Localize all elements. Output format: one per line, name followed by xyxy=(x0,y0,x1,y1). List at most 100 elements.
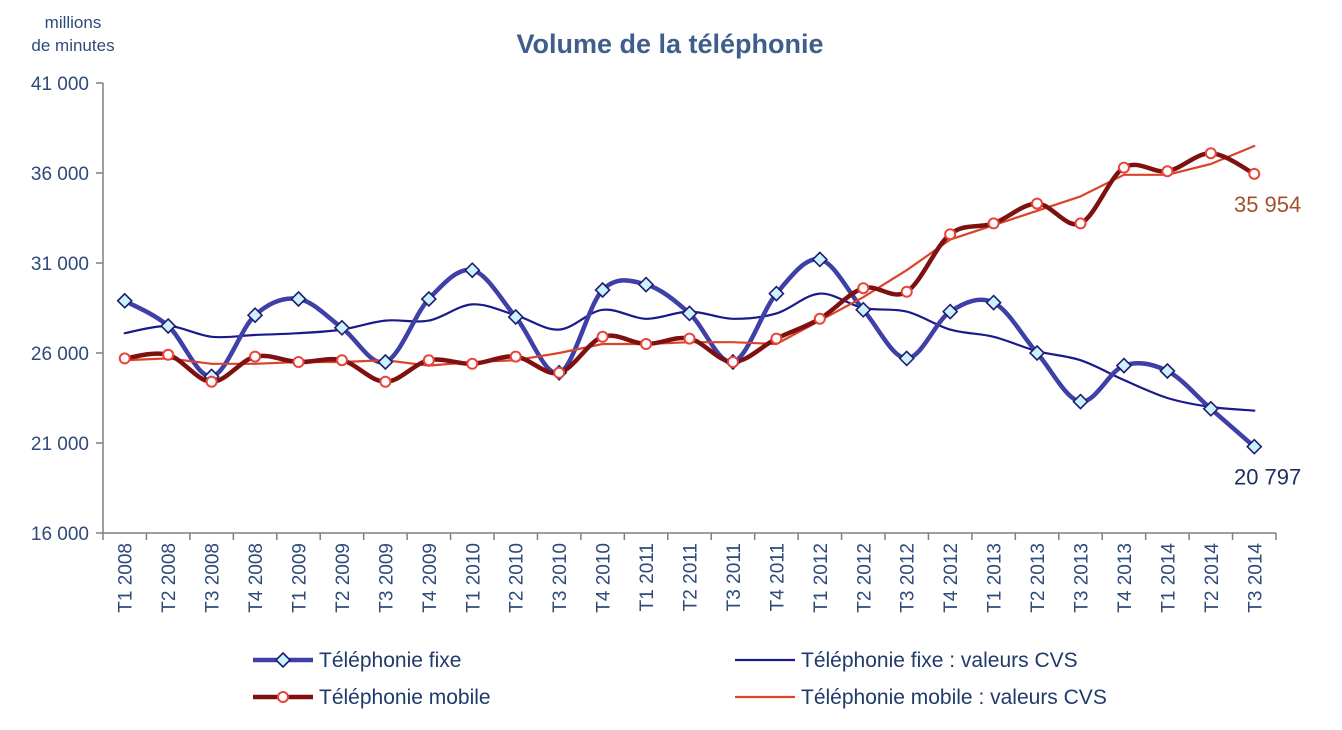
data-point-fixe xyxy=(333,319,351,336)
data-point-mobile xyxy=(813,312,826,325)
data-point-mobile xyxy=(640,338,653,350)
y-tick-label: 16 000 xyxy=(31,524,89,545)
x-tick-label: T3 2013 xyxy=(1072,543,1093,613)
x-tick-label: T1 2009 xyxy=(290,543,311,613)
data-point-mobile xyxy=(379,375,392,388)
x-tick-label: T2 2009 xyxy=(333,543,354,613)
x-tick-label: T3 2008 xyxy=(203,543,224,613)
data-point-mobile xyxy=(1204,147,1217,160)
data-point-mobile xyxy=(1031,197,1044,210)
x-tick-label: T3 2009 xyxy=(376,543,397,613)
data-point-fixe xyxy=(1246,438,1263,455)
data-point-fixe xyxy=(420,290,437,308)
x-tick-label: T1 2010 xyxy=(463,543,484,613)
data-point-fixe xyxy=(898,350,915,367)
legend-item-telephonie-mobile-valeurs-cvs: Téléphonie mobile : valeurs CVS xyxy=(735,686,1107,709)
data-point-mobile xyxy=(205,375,218,388)
data-point-fixe xyxy=(985,294,1002,311)
x-tick-label: T1 2008 xyxy=(116,543,137,613)
y-tick-label: 26 000 xyxy=(31,344,89,365)
data-point-fixe xyxy=(1202,400,1219,417)
x-tick-label: T3 2011 xyxy=(724,543,745,611)
x-tick-label: T3 2014 xyxy=(1245,543,1266,613)
data-point-mobile xyxy=(857,282,870,295)
data-point-fixe xyxy=(507,308,524,326)
data-point-fixe xyxy=(942,303,959,320)
legend-marker xyxy=(277,691,289,703)
end-value-label: 20 797 xyxy=(1234,465,1301,490)
data-point-mobile xyxy=(422,354,435,367)
data-point-fixe xyxy=(1072,393,1089,410)
data-point-fixe xyxy=(855,301,872,318)
x-tick-label: T4 2009 xyxy=(420,543,441,613)
data-point-fixe xyxy=(246,307,264,324)
axes: 16 000 21 000 26 000 31 000 36 000 41 000 T1 2… xyxy=(31,74,1277,613)
x-tick-label: T4 2013 xyxy=(1115,543,1136,613)
data-point-fixe xyxy=(377,353,394,371)
x-tick-label: T4 2012 xyxy=(941,543,962,613)
data-point-fixe xyxy=(594,281,611,299)
x-tick-label: T3 2012 xyxy=(898,543,919,613)
data-point-fixe xyxy=(637,276,655,293)
legend-label: Téléphonie fixe : valeurs CVS xyxy=(801,649,1078,672)
data-point-fixe xyxy=(1115,357,1133,374)
x-tick-label: T2 2012 xyxy=(854,543,875,613)
data-point-mobile xyxy=(509,350,522,363)
data-point-mobile xyxy=(944,228,957,241)
series-line-telephonie-mobile xyxy=(122,150,1257,385)
x-tick-label: T1 2011 xyxy=(637,543,658,611)
data-point-fixe xyxy=(1028,344,1046,362)
data-point-fixe xyxy=(768,285,785,302)
x-tick-label: T4 2011 xyxy=(767,543,788,611)
data-point-fixe xyxy=(1159,362,1176,380)
legend-label: Téléphonie mobile : valeurs CVS xyxy=(801,686,1107,709)
legend-label: Téléphonie mobile xyxy=(319,686,491,709)
data-point-mobile xyxy=(683,332,696,345)
x-tick-label: T1 2014 xyxy=(1158,543,1179,613)
y-unit-line1: millions xyxy=(45,13,102,32)
series-line-telephonie-fixe xyxy=(122,257,1257,449)
data-point-mobile xyxy=(987,217,1000,230)
legend-item-telephonie-fixe-valeurs-cvs: Téléphonie fixe : valeurs CVS xyxy=(735,649,1078,672)
x-tick-label: T4 2008 xyxy=(246,543,267,613)
data-point-mobile xyxy=(249,350,262,363)
chart-title: Volume de la téléphonie xyxy=(516,29,823,59)
data-point-mobile xyxy=(466,357,479,370)
legend-marker xyxy=(274,651,292,669)
data-point-mobile xyxy=(162,348,175,361)
legend: Téléphonie fixe Téléphonie fixe : valeurs… xyxy=(253,649,1107,709)
data-point-mobile xyxy=(770,332,783,345)
y-tick-label: 36 000 xyxy=(31,164,89,185)
data-point-fixe xyxy=(116,292,133,309)
data-point-mobile xyxy=(553,366,566,379)
y-tick-label: 31 000 xyxy=(31,254,89,275)
x-tick-label: T2 2013 xyxy=(1028,543,1049,613)
y-unit-line2: de minutes xyxy=(31,36,114,55)
x-tick-label: T2 2010 xyxy=(507,543,528,613)
data-point-fixe xyxy=(681,305,698,322)
data-point-mobile xyxy=(335,354,348,367)
y-tick-label: 41 000 xyxy=(31,74,89,95)
x-tick-label: T2 2011 xyxy=(681,543,702,611)
x-tick-label: T2 2014 xyxy=(1202,543,1223,613)
markers-layer xyxy=(116,147,1263,455)
data-point-mobile xyxy=(726,356,739,368)
x-tick-label: T1 2013 xyxy=(985,543,1006,613)
data-point-mobile xyxy=(1161,165,1174,178)
data-point-mobile xyxy=(596,330,609,343)
data-point-mobile xyxy=(118,352,131,365)
data-point-mobile xyxy=(1248,167,1261,180)
legend-label: Téléphonie fixe xyxy=(319,649,461,672)
legend-item-telephonie-mobile: Téléphonie mobile xyxy=(253,686,491,709)
data-point-mobile xyxy=(1117,161,1130,174)
x-tick-label: T2 2008 xyxy=(159,543,180,613)
x-tick-label: T4 2010 xyxy=(594,543,615,613)
end-labels: 35 954 20 797 xyxy=(1234,192,1301,490)
data-point-fixe xyxy=(290,290,307,308)
end-value-label: 35 954 xyxy=(1234,192,1301,217)
x-tick-label: T3 2010 xyxy=(550,543,571,613)
legend-item-telephonie-fixe: Téléphonie fixe xyxy=(253,649,461,672)
y-tick-label: 21 000 xyxy=(31,434,89,455)
data-point-mobile xyxy=(900,285,913,298)
data-point-fixe xyxy=(160,317,177,335)
